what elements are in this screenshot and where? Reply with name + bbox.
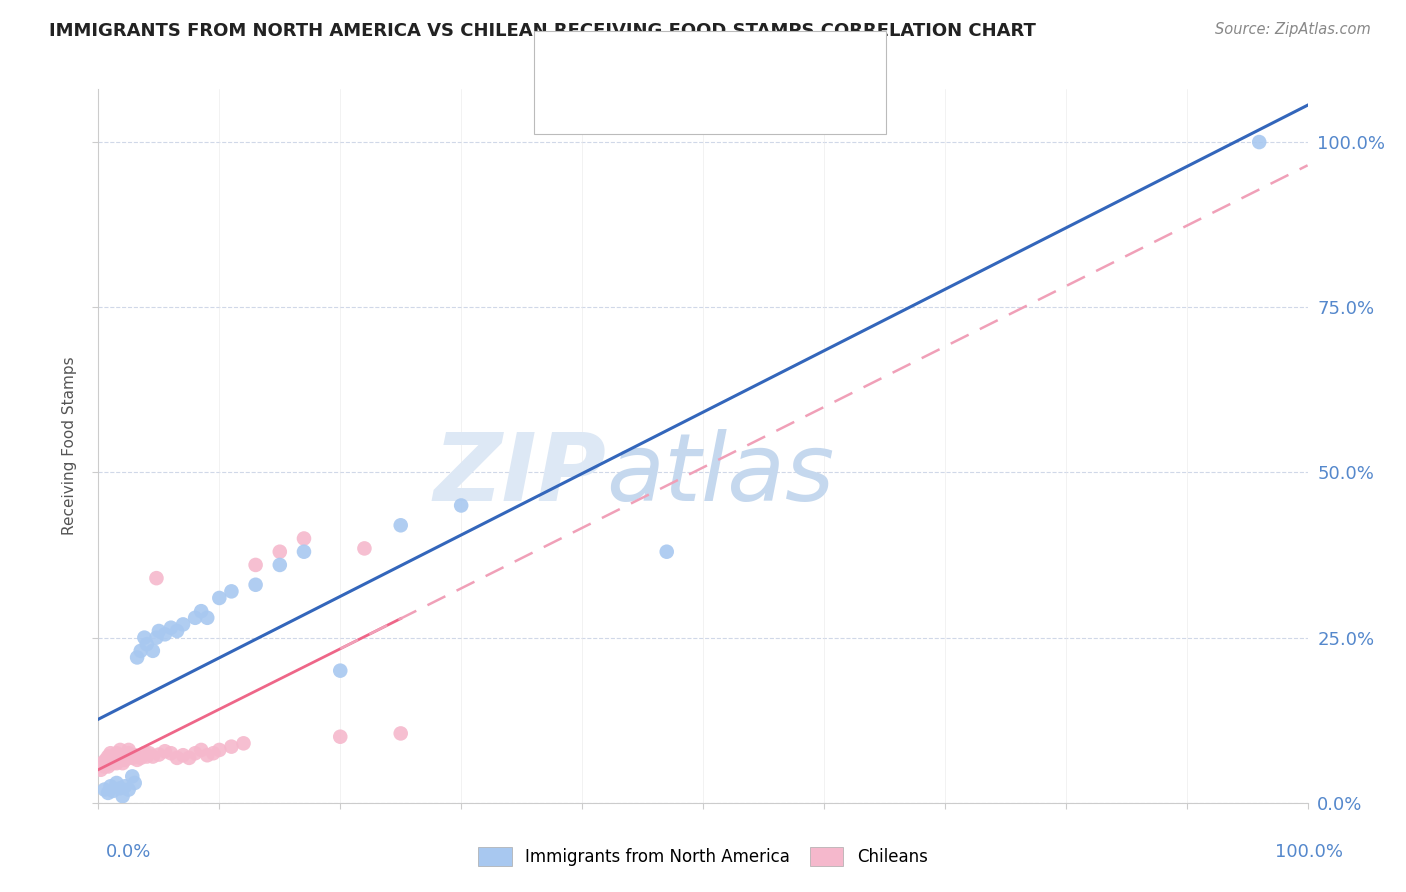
Point	[166, 751, 188, 765]
Point	[172, 617, 194, 632]
Legend: Immigrants from North America, Chileans: Immigrants from North America, Chileans	[472, 840, 934, 873]
Point	[450, 499, 472, 513]
Text: IMMIGRANTS FROM NORTH AMERICA VS CHILEAN RECEIVING FOOD STAMPS CORRELATION CHART: IMMIGRANTS FROM NORTH AMERICA VS CHILEAN…	[49, 22, 1036, 40]
Point	[101, 784, 124, 798]
Point	[148, 624, 170, 638]
Point	[134, 631, 156, 645]
Point	[142, 644, 165, 658]
Point	[101, 756, 124, 771]
Point	[111, 789, 134, 804]
Text: atlas: atlas	[606, 429, 835, 520]
Point	[190, 743, 212, 757]
Point	[93, 782, 115, 797]
Point	[124, 748, 146, 763]
Point	[105, 756, 128, 771]
Point	[114, 779, 136, 793]
Point	[100, 746, 122, 760]
Point	[160, 746, 183, 760]
Point	[108, 743, 131, 757]
Point	[121, 769, 143, 783]
Point	[292, 532, 315, 546]
Point	[121, 751, 143, 765]
Point	[190, 604, 212, 618]
Text: R = 0.814   N = 35: R = 0.814 N = 35	[600, 53, 765, 70]
Point	[655, 545, 678, 559]
Point	[129, 751, 152, 765]
Text: 100.0%: 100.0%	[1275, 843, 1343, 861]
Point	[245, 558, 267, 572]
Text: Source: ZipAtlas.com: Source: ZipAtlas.com	[1215, 22, 1371, 37]
Point	[145, 571, 167, 585]
Point	[135, 749, 157, 764]
Point	[245, 578, 267, 592]
Text: ZIP: ZIP	[433, 428, 606, 521]
Point	[127, 650, 149, 665]
Point	[208, 743, 231, 757]
Text: 0.0%: 0.0%	[105, 843, 150, 861]
Point	[90, 763, 112, 777]
Point	[221, 584, 243, 599]
Point	[145, 631, 167, 645]
Point	[184, 611, 207, 625]
Point	[389, 518, 412, 533]
Point	[138, 746, 160, 760]
Point	[195, 748, 218, 763]
Point	[179, 751, 201, 765]
Point	[208, 591, 231, 605]
Point	[129, 644, 152, 658]
Point	[202, 746, 225, 760]
Point	[111, 756, 134, 771]
Point	[172, 748, 194, 763]
Point	[97, 786, 120, 800]
Point	[134, 746, 156, 760]
Point	[166, 624, 188, 638]
Point	[108, 781, 131, 796]
Point	[94, 753, 117, 767]
Text: R = 0.163   N = 51: R = 0.163 N = 51	[600, 97, 765, 115]
Point	[96, 756, 118, 771]
Point	[153, 627, 176, 641]
Point	[329, 664, 352, 678]
Point	[118, 746, 141, 760]
Point	[389, 726, 412, 740]
Point	[105, 776, 128, 790]
Point	[269, 545, 291, 559]
Point	[118, 782, 141, 797]
Point	[195, 611, 218, 625]
Point	[353, 541, 375, 556]
Point	[153, 744, 176, 758]
Point	[292, 545, 315, 559]
Point	[107, 751, 129, 765]
Point	[97, 759, 120, 773]
Point	[142, 749, 165, 764]
Point	[114, 753, 136, 767]
Point	[160, 621, 183, 635]
Point	[108, 748, 131, 763]
Point	[103, 753, 125, 767]
Point	[1249, 135, 1271, 149]
Point	[135, 637, 157, 651]
Point	[105, 746, 128, 760]
Point	[124, 776, 146, 790]
Point	[124, 749, 146, 764]
Point	[100, 753, 122, 767]
Point	[97, 749, 120, 764]
Point	[184, 746, 207, 760]
Point	[111, 749, 134, 764]
Point	[269, 558, 291, 572]
Y-axis label: Receiving Food Stamps: Receiving Food Stamps	[62, 357, 77, 535]
Point	[127, 753, 149, 767]
Point	[118, 743, 141, 757]
Point	[91, 756, 114, 771]
Point	[329, 730, 352, 744]
Point	[100, 779, 122, 793]
Point	[93, 759, 115, 773]
Point	[101, 749, 124, 764]
Point	[221, 739, 243, 754]
Point	[148, 747, 170, 762]
Point	[232, 736, 254, 750]
